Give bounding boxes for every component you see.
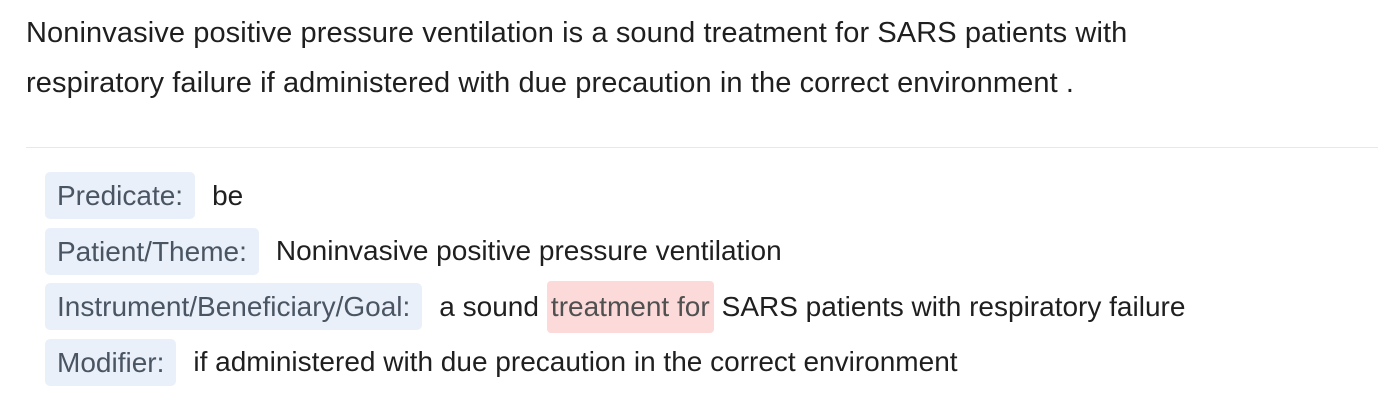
role-row-modifier: Modifier: if administered with due preca…	[45, 338, 1185, 386]
patient-theme-value: Noninvasive positive pressure ventilatio…	[276, 235, 782, 267]
modifier-label: Modifier:	[45, 338, 177, 386]
sentence-line-1: Noninvasive positive pressure ventilatio…	[26, 17, 1128, 49]
patient-theme-value-text: Noninvasive positive pressure ventilatio…	[275, 235, 782, 266]
instrument-beneficiary-goal-label: Instrument/Beneficiary/Goal:	[45, 283, 423, 330]
role-row-instrument-beneficiary-goal: Instrument/Beneficiary/Goal: a sound tre…	[45, 280, 1186, 333]
highlighted-span: treatment for	[546, 280, 714, 333]
instrument-text-before: a sound	[439, 290, 539, 322]
instrument-text-after: SARS patients with respiratory failure	[721, 290, 1186, 322]
predicate-value-text: be	[212, 179, 244, 211]
sentence-line-2: respiratory failure if administered with…	[26, 67, 1075, 99]
semantic-roles-list: Predicate: be Patient/Theme: Noninvasive…	[45, 172, 1185, 394]
predicate-label: Predicate:	[45, 172, 196, 219]
role-row-patient-theme: Patient/Theme: Noninvasive positive pres…	[45, 227, 1185, 275]
section-divider	[26, 147, 1378, 148]
modifier-value: if administered with due precaution in t…	[193, 346, 957, 378]
predicate-value: be	[212, 180, 243, 212]
patient-theme-label: Patient/Theme:	[45, 227, 259, 275]
instrument-beneficiary-goal-value: a sound treatment for SARS patients with…	[439, 280, 1186, 333]
role-row-predicate: Predicate: be	[45, 172, 1185, 219]
source-sentence: Noninvasive positive pressure ventilatio…	[26, 8, 1356, 108]
modifier-value-text: if administered with due precaution in t…	[193, 346, 958, 377]
